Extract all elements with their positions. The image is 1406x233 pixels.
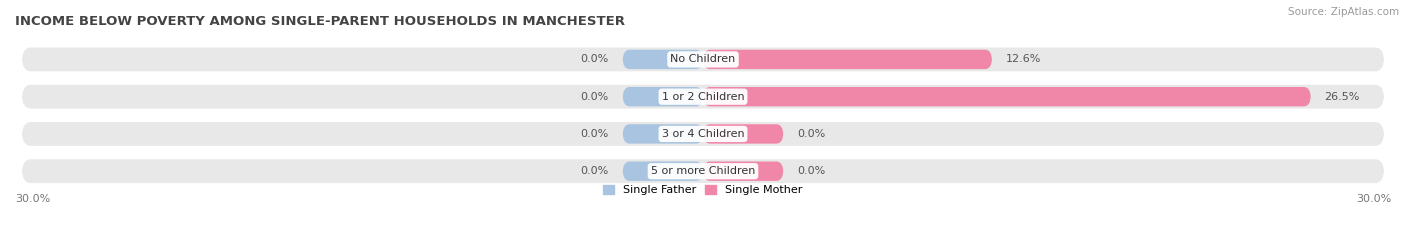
- Text: 0.0%: 0.0%: [581, 129, 609, 139]
- FancyBboxPatch shape: [623, 87, 703, 106]
- FancyBboxPatch shape: [623, 124, 703, 144]
- Text: 30.0%: 30.0%: [15, 194, 51, 204]
- Text: Source: ZipAtlas.com: Source: ZipAtlas.com: [1288, 7, 1399, 17]
- Text: 26.5%: 26.5%: [1324, 92, 1360, 102]
- Text: 30.0%: 30.0%: [1355, 194, 1391, 204]
- Text: 3 or 4 Children: 3 or 4 Children: [662, 129, 744, 139]
- Text: 0.0%: 0.0%: [797, 166, 825, 176]
- FancyBboxPatch shape: [703, 50, 993, 69]
- Text: INCOME BELOW POVERTY AMONG SINGLE-PARENT HOUSEHOLDS IN MANCHESTER: INCOME BELOW POVERTY AMONG SINGLE-PARENT…: [15, 15, 626, 28]
- FancyBboxPatch shape: [22, 85, 1384, 109]
- FancyBboxPatch shape: [623, 50, 703, 69]
- Legend: Single Father, Single Mother: Single Father, Single Mother: [599, 181, 807, 200]
- Text: 0.0%: 0.0%: [797, 129, 825, 139]
- FancyBboxPatch shape: [22, 122, 1384, 146]
- Text: 0.0%: 0.0%: [581, 55, 609, 64]
- FancyBboxPatch shape: [703, 161, 783, 181]
- Text: 0.0%: 0.0%: [581, 92, 609, 102]
- FancyBboxPatch shape: [703, 124, 783, 144]
- FancyBboxPatch shape: [22, 48, 1384, 71]
- Text: No Children: No Children: [671, 55, 735, 64]
- FancyBboxPatch shape: [623, 161, 703, 181]
- Text: 1 or 2 Children: 1 or 2 Children: [662, 92, 744, 102]
- FancyBboxPatch shape: [22, 159, 1384, 183]
- FancyBboxPatch shape: [703, 87, 1310, 106]
- Text: 5 or more Children: 5 or more Children: [651, 166, 755, 176]
- Text: 0.0%: 0.0%: [581, 166, 609, 176]
- Text: 12.6%: 12.6%: [1005, 55, 1040, 64]
